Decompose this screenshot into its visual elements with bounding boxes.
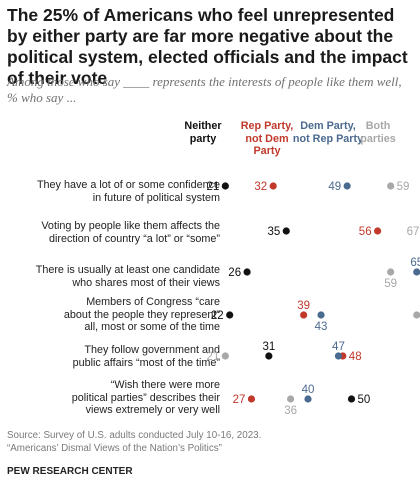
dot-both-row-6 xyxy=(287,395,295,403)
source-line: Source: Survey of U.S. adults conducted … xyxy=(7,430,262,441)
legend-rep-party: Rep Party, not Dem Party xyxy=(240,120,294,157)
value-label-both-row-1: 59 xyxy=(397,181,410,193)
dot-neither-row-4 xyxy=(226,311,234,319)
value-label-both-row-3: 59 xyxy=(384,278,397,290)
value-label-neither-row-4: 22 xyxy=(211,310,224,322)
row-label-voting: Voting by people like them affects the d… xyxy=(41,220,220,245)
legend-neither-party: Neither party xyxy=(184,120,222,145)
report-line: “Americans’ Dismal Views of the Nation’s… xyxy=(7,442,222,454)
value-label-neither-row-5: 31 xyxy=(262,341,275,353)
row-label-congress: Members of Congress “care about the peop… xyxy=(63,296,220,333)
chart-subtitle: Among those who say ____ represents the … xyxy=(7,74,402,105)
dot-both-row-5 xyxy=(221,352,229,360)
value-label-dem-row-5: 47 xyxy=(332,341,345,353)
value-label-dem-row-4: 43 xyxy=(315,321,328,333)
row-label-follow: They follow government and public affair… xyxy=(72,344,220,369)
dot-neither-row-1 xyxy=(221,182,229,190)
value-label-both-row-5: 21 xyxy=(207,351,220,363)
dot-rep-row-1 xyxy=(269,182,277,190)
dot-dem-row-3 xyxy=(413,268,420,276)
dot-neither-row-3 xyxy=(243,268,251,276)
dot-rep-row-4 xyxy=(300,311,308,319)
chart-title: The 25% of Americans who feel unrepresen… xyxy=(7,5,408,88)
row-label-parties: “Wish there were more political parties”… xyxy=(71,379,220,416)
dot-neither-row-6 xyxy=(347,395,356,403)
value-label-dem-row-6: 40 xyxy=(302,384,315,396)
row-label-confidence: They have a lot of or some confidence in… xyxy=(36,179,220,204)
value-label-both-row-2: 67 xyxy=(407,226,420,238)
value-label-dem-row-1: 49 xyxy=(328,181,341,193)
dot-both-row-4 xyxy=(413,311,420,319)
dot-neither-row-2 xyxy=(282,227,290,235)
value-label-rep-row-5: 48 xyxy=(349,351,362,363)
value-label-dem-row-3: 65 xyxy=(410,257,420,269)
source-note: Source: Survey of U.S. adults conducted … xyxy=(7,430,261,455)
value-label-both-row-6: 36 xyxy=(284,405,297,417)
value-label-neither-row-6: 50 xyxy=(358,394,371,406)
value-label-neither-row-2: 35 xyxy=(267,226,280,238)
row-label-candidate: There is usually at least one candidate … xyxy=(35,264,220,289)
legend-dem-party: Dem Party, not Rep Party xyxy=(292,120,364,145)
dot-dem-row-4 xyxy=(317,311,325,319)
value-label-rep-row-1: 32 xyxy=(254,181,267,193)
value-label-rep-row-2: 56 xyxy=(359,226,372,238)
dot-neither-row-5 xyxy=(265,352,273,360)
dot-dem-row-5 xyxy=(334,352,343,360)
value-label-neither-row-1: 21 xyxy=(207,181,220,193)
legend-both-parties: Both parties xyxy=(360,120,396,145)
dot-rep-row-2 xyxy=(374,227,382,235)
value-label-rep-row-6: 27 xyxy=(233,394,246,406)
value-label-rep-row-4: 39 xyxy=(297,300,310,312)
dot-both-row-3 xyxy=(387,268,395,276)
dot-both-row-1 xyxy=(387,182,395,190)
dot-rep-row-6 xyxy=(247,395,256,403)
dot-dem-row-6 xyxy=(304,395,312,403)
org-name: PEW RESEARCH CENTER xyxy=(7,466,133,477)
dot-dem-row-1 xyxy=(343,182,351,190)
value-label-neither-row-3: 26 xyxy=(228,267,241,279)
